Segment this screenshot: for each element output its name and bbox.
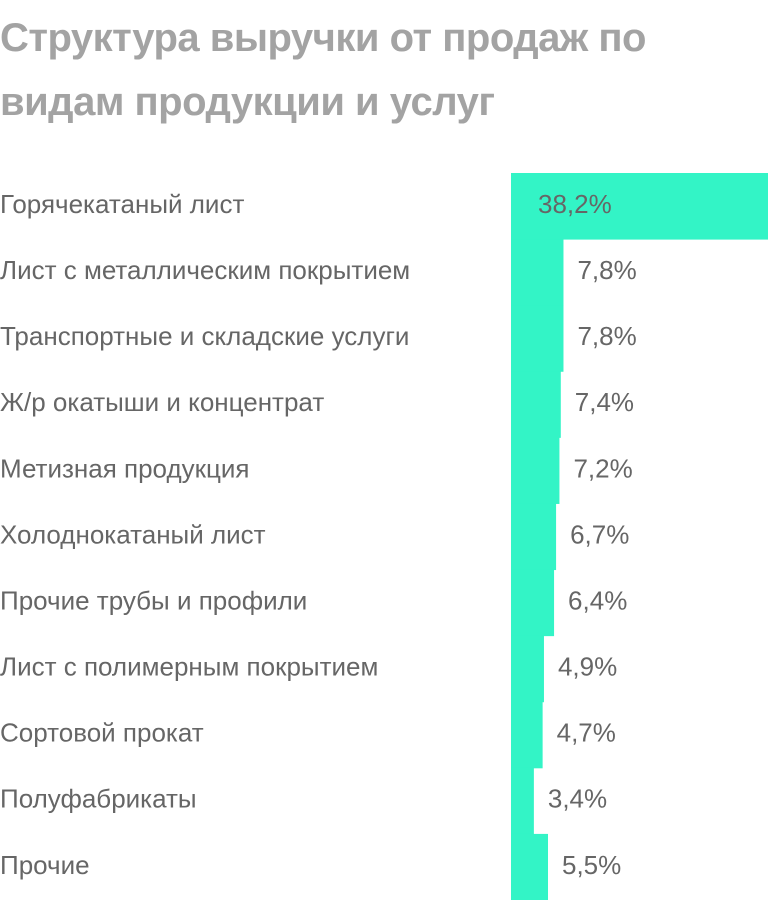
category-label: Лист с металлическим покрытием <box>0 255 410 285</box>
category-label: Прочие трубы и профили <box>0 585 307 615</box>
category-label: Сортовой прокат <box>0 718 204 748</box>
value-label: 7,2% <box>573 453 632 483</box>
category-label: Транспортные и складские услуги <box>0 321 409 351</box>
value-label: 3,4% <box>548 784 607 814</box>
value-label: 38,2% <box>538 189 612 219</box>
bar <box>511 767 534 835</box>
bar <box>511 701 543 769</box>
value-label: 7,8% <box>577 321 636 351</box>
chart-title: Структура выручки от продаж по видам про… <box>0 16 646 124</box>
category-label: Горячекатаный лист <box>0 189 244 219</box>
bar <box>511 437 560 504</box>
value-label: 4,9% <box>558 652 617 682</box>
bar <box>511 635 544 703</box>
bar <box>511 239 564 306</box>
category-label: Ж/р окатыши и концентрат <box>0 387 324 417</box>
value-label: 4,7% <box>557 718 616 748</box>
category-label: Полуфабрикаты <box>0 784 197 814</box>
bar <box>511 503 557 571</box>
bar <box>511 569 555 637</box>
bar <box>511 833 549 900</box>
category-label: Метизная продукция <box>0 453 250 483</box>
value-label: 7,4% <box>575 387 634 417</box>
category-label: Холоднокатаный лист <box>0 519 266 549</box>
category-label: Прочие <box>0 850 90 880</box>
bar <box>511 173 768 240</box>
value-label: 7,8% <box>577 255 636 285</box>
bar <box>511 371 561 438</box>
category-label: Лист с полимерным покрытием <box>0 652 378 682</box>
value-label: 6,7% <box>570 519 629 549</box>
value-label: 6,4% <box>568 585 627 615</box>
bar <box>511 305 564 372</box>
value-label: 5,5% <box>562 850 621 880</box>
